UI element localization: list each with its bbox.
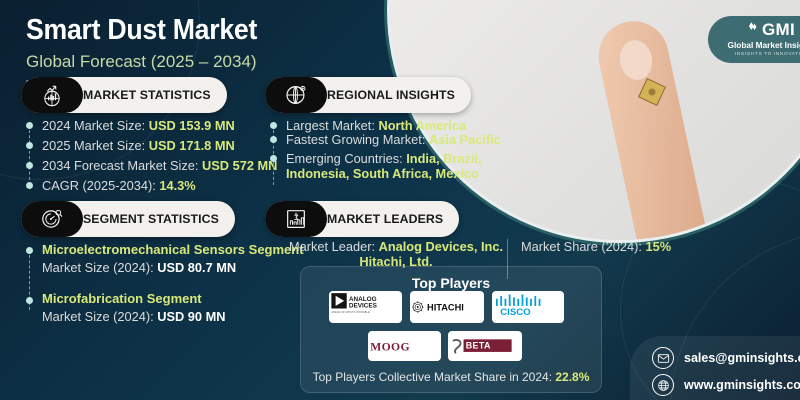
svg-text:DEVICES: DEVICES — [349, 303, 378, 310]
svg-text:BETA: BETA — [466, 341, 491, 351]
svg-text:HITACHI: HITACHI — [427, 302, 464, 312]
svg-text:ANALOG: ANALOG — [349, 296, 377, 303]
svg-text:CISCO: CISCO — [500, 307, 531, 318]
svg-text:AHEAD OF WHAT'S POSSIBLE: AHEAD OF WHAT'S POSSIBLE — [331, 311, 370, 314]
svg-text:MOOG: MOOG — [370, 340, 410, 353]
